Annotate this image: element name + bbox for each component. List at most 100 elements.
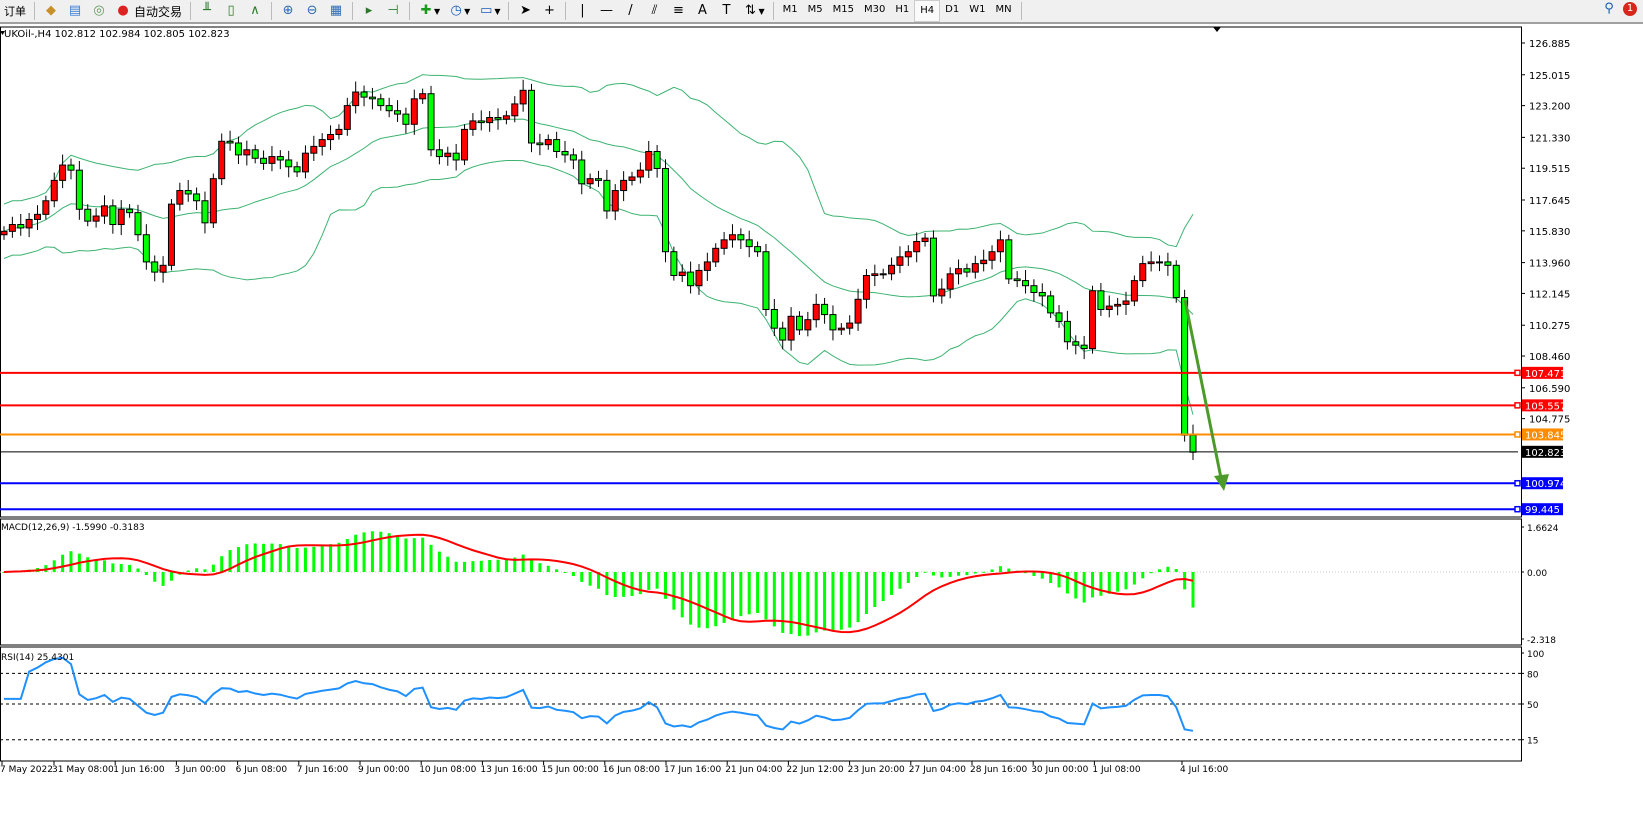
macd-histogram-bar (898, 572, 902, 589)
macd-histogram-bar (856, 572, 860, 623)
candle-body (42, 200, 50, 215)
text-label-button[interactable]: T (715, 1, 737, 21)
candle-body (862, 275, 870, 300)
candle-body (234, 142, 242, 156)
candle-body (611, 190, 619, 212)
macd-histogram-bar (270, 543, 274, 572)
macd-histogram-bar (1057, 572, 1061, 588)
candle-body (318, 139, 326, 147)
timeframe-h1[interactable]: H1 (895, 4, 910, 15)
toolbar: 订单 ◆ ▤ ◎ ● 自动交易 ╨ ▯ ∧ ⊕ ⊖ ▦ ▸ ⊣ ✚ ▼ ◷ ▼ ▭ ▼ … (0, 0, 1643, 24)
new-order-button[interactable]: 订单 (1, 1, 29, 21)
macd-histogram-bar (128, 564, 132, 572)
signals-button[interactable]: ◎ (88, 1, 110, 21)
macd-histogram-bar (797, 572, 801, 637)
candle-body (310, 145, 318, 154)
timeframe-mn[interactable]: MN (995, 4, 1012, 15)
macd-histogram-bar (781, 572, 785, 633)
candle-body (50, 179, 58, 202)
indicators-button[interactable]: ✚ ▼ (415, 1, 443, 21)
macd-histogram-bar (119, 563, 123, 572)
timeframe-w1[interactable]: W1 (969, 4, 986, 15)
chart-shift-button[interactable]: ⊣ (382, 1, 404, 21)
zoom-out-button[interactable]: ⊖ (301, 1, 323, 21)
candle-body (996, 239, 1004, 253)
macd-histogram-bar (982, 571, 986, 573)
timeframe-m30[interactable]: M30 (864, 4, 886, 15)
macd-histogram-bar (848, 572, 852, 628)
time-axis-label: 28 Jun 16:00 (970, 765, 1027, 775)
equidistant-channel-button[interactable]: ⫽ (643, 1, 665, 21)
autoscroll-button[interactable]: ▸ (358, 1, 380, 21)
candle-body (1013, 278, 1021, 282)
cursor-button[interactable]: ➤ (514, 1, 536, 21)
arrows-button[interactable]: ⇅ ▼ (739, 1, 767, 21)
candle-body (1038, 291, 1046, 297)
macd-histogram-bar (663, 572, 667, 599)
price-tick-label: 123.200 (1529, 102, 1570, 113)
candle-body (770, 308, 778, 329)
candle-body (17, 224, 25, 229)
rsi-header: RSI(14) 25.4301 (1, 653, 74, 663)
bar-chart-button[interactable]: ╨ (196, 1, 218, 21)
search-icon[interactable]: ⚲ (1604, 1, 1614, 16)
text-button[interactable]: A (691, 1, 713, 21)
timeframe-m5[interactable]: M5 (807, 4, 823, 15)
candle-body (720, 239, 728, 249)
level-handle (1514, 431, 1521, 438)
market-watch-button[interactable]: ◆ (40, 1, 62, 21)
templates-button[interactable]: ▭ ▼ (475, 1, 503, 21)
macd-histogram-bar (370, 531, 374, 572)
time-axis-label: 7 May 2022 (0, 765, 53, 775)
candlestick-button[interactable]: ▯ (220, 1, 242, 21)
periods-button[interactable]: ◷ ▼ (445, 1, 473, 21)
time-axis-label: 30 Jun 00:00 (1031, 765, 1088, 775)
fibonacci-button[interactable]: ≡ (667, 1, 689, 21)
template-icon: ▭ (480, 3, 493, 18)
macd-histogram-bar (680, 572, 684, 618)
macd-histogram-bar (1141, 572, 1145, 579)
timeframe-m15[interactable]: M15 (832, 4, 854, 15)
candle-body (636, 169, 644, 178)
autotrading-button[interactable]: ● 自动交易 (112, 1, 185, 21)
candle-body (1189, 434, 1197, 453)
symbol-menu-icon (0, 31, 5, 35)
time-axis-label: 7 Jun 16:00 (297, 765, 349, 775)
macd-histogram-bar (61, 554, 65, 572)
macd-histogram-bar (195, 568, 199, 572)
candle-body (25, 218, 33, 229)
timeframe-m1[interactable]: M1 (782, 4, 798, 15)
macd-histogram-bar (379, 531, 383, 572)
time-axis-label: 9 Jun 00:00 (358, 765, 410, 775)
macd-histogram-bar (412, 538, 416, 572)
timeframe-d1[interactable]: D1 (945, 4, 960, 15)
horizontal-line-button[interactable]: — (595, 1, 617, 21)
candle-body (352, 91, 360, 107)
candle-body (469, 120, 477, 130)
time-axis-label: 31 May 08:00 (52, 765, 114, 775)
crosshair-button[interactable]: + (538, 1, 560, 21)
signal-icon: ◎ (93, 3, 105, 18)
line-chart-button[interactable]: ∧ (244, 1, 266, 21)
macd-histogram-bar (931, 572, 935, 576)
dropdown-arrow-icon: ▼ (464, 6, 471, 16)
candle-body (84, 208, 92, 222)
zoom-in-button[interactable]: ⊕ (277, 1, 299, 21)
candle-body (1156, 261, 1164, 264)
macd-histogram-bar (203, 569, 207, 572)
vertical-line-button[interactable]: | (571, 1, 593, 21)
candle-body (821, 303, 829, 316)
navigator-button[interactable]: ▤ (64, 1, 86, 21)
chart-window[interactable]: 126.885 125.015 123.200 121.330 119.515 117.6… (0, 24, 1643, 814)
autotrade-stop-icon: ● (117, 3, 129, 18)
macd-histogram-bar (823, 572, 827, 631)
candle-body (218, 140, 226, 180)
toolbar-divider (1020, 2, 1022, 20)
trendline-button[interactable]: / (619, 1, 641, 21)
timeframe-h4[interactable]: H4 (914, 0, 941, 22)
notification-badge[interactable]: 1 (1623, 2, 1637, 16)
tile-windows-button[interactable]: ▦ (325, 1, 347, 21)
macd-histogram-bar (320, 545, 324, 572)
price-level-tag (1522, 366, 1563, 379)
candle-body (913, 241, 921, 253)
